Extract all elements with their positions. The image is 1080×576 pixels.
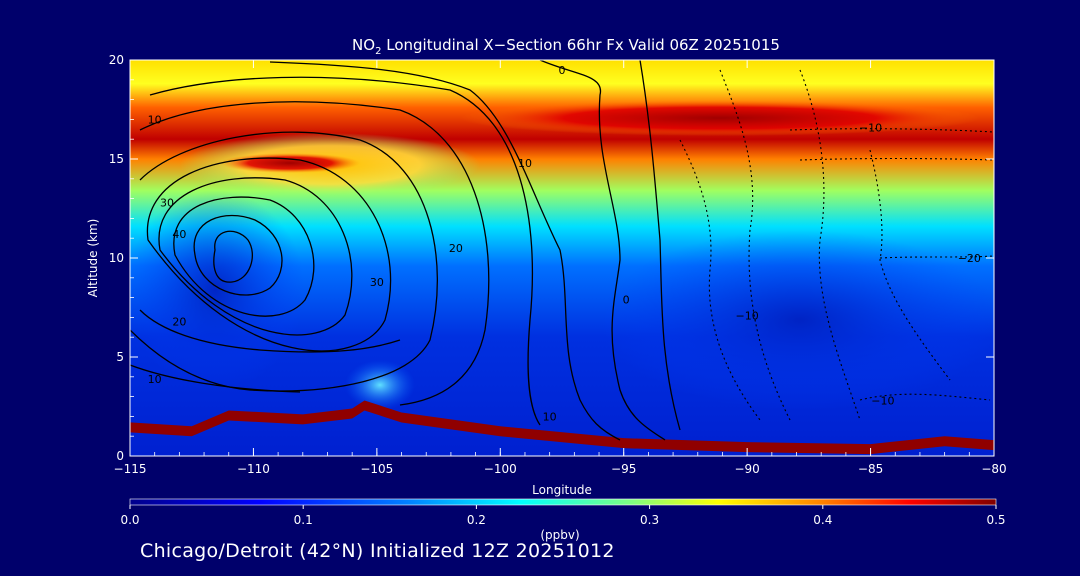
contour-line [213, 230, 253, 283]
x-axis: −115 −110 −105 −100 −95 −90 −85 −80 [114, 60, 1007, 476]
colorbar-unit-label: (ppbv) [540, 528, 579, 542]
contour-label: 40 [172, 228, 186, 241]
contour-label: 30 [160, 197, 174, 210]
contour-lines [130, 60, 681, 441]
contour-line [158, 177, 353, 336]
contour-line [173, 196, 315, 317]
x-tick-label: −90 [734, 462, 759, 476]
contour-line [130, 131, 438, 392]
y-axis: 0 5 10 15 20 [109, 53, 994, 463]
contour-label: −20 [958, 252, 981, 265]
contour-line [789, 128, 994, 133]
negative-contour-lines [679, 69, 994, 421]
contour-label: 20 [172, 315, 186, 328]
heatmap-upper-red-band [460, 100, 980, 136]
contour-line [193, 214, 283, 296]
heatmap-east-low [600, 230, 994, 410]
contour-label: 10 [543, 410, 557, 423]
contour-label: 10 [148, 373, 162, 386]
heatmap-field [130, 60, 994, 456]
contour-line [139, 309, 401, 353]
contour-line [719, 69, 791, 421]
contour-label: 10 [518, 157, 532, 170]
x-tick-label: −110 [237, 462, 270, 476]
y-tick-label: 0 [116, 449, 124, 463]
contour-label: 0 [559, 64, 566, 77]
y-tick-label: 15 [109, 152, 124, 166]
heatmap-cyan-plume [345, 360, 415, 410]
colorbar-tick-label: 0.3 [640, 513, 659, 527]
colorbar-ticks: 0.0 0.1 0.2 0.3 0.4 0.5 [120, 505, 1006, 527]
x-tick-label: −105 [360, 462, 393, 476]
contour-line [639, 60, 681, 431]
contour-line [146, 157, 392, 352]
contour-label: −10 [736, 309, 759, 322]
contour-line [269, 61, 621, 441]
contour-label: −10 [859, 121, 882, 134]
x-tick-label: −115 [114, 462, 147, 476]
contour-line [139, 101, 490, 406]
contour-label: 10 [148, 113, 162, 126]
terrain-high-no2 [130, 400, 994, 455]
contour-line [859, 393, 991, 401]
y-tick-label: 5 [116, 350, 124, 364]
contour-label: −10 [871, 395, 894, 408]
x-tick-label: −85 [858, 462, 883, 476]
x-tick-label: −80 [981, 462, 1006, 476]
contour-line [149, 76, 541, 426]
colorbar-tick-label: 0.0 [120, 513, 139, 527]
footer-caption: Chicago/Detroit (42°N) Initialized 12Z 2… [140, 540, 615, 562]
x-tick-label: −100 [484, 462, 517, 476]
y-tick-label: 20 [109, 53, 124, 67]
contour-labels: 0 10 10 30 40 20 30 0 20 10 10 −10 −20 −10 −10 [148, 64, 981, 423]
heatmap-low-blob [130, 190, 305, 390]
chart-title: NO2 Longitudinal X−Section 66hr Fx Valid… [352, 36, 780, 57]
y-tick-label: 10 [109, 251, 124, 265]
contour-line [799, 69, 861, 421]
contour-line [679, 139, 761, 421]
contour-line [869, 149, 951, 381]
colorbar-tick-label: 0.4 [813, 513, 832, 527]
colorbar [129, 498, 997, 506]
x-axis-label: Longitude [532, 483, 592, 497]
x-tick-label: −95 [611, 462, 636, 476]
contour-label: 0 [623, 294, 630, 307]
contour-line [130, 364, 301, 393]
heatmap-mid-red-band [220, 153, 360, 173]
contour-line [799, 157, 994, 161]
contour-label: 20 [449, 242, 463, 255]
colorbar-tick-label: 0.5 [986, 513, 1005, 527]
colorbar-tick-label: 0.1 [294, 513, 313, 527]
colorbar-tick-label: 0.2 [467, 513, 486, 527]
contour-line [539, 60, 666, 441]
y-axis-label: Altitude (km) [86, 219, 100, 298]
contour-label: 30 [370, 276, 384, 289]
